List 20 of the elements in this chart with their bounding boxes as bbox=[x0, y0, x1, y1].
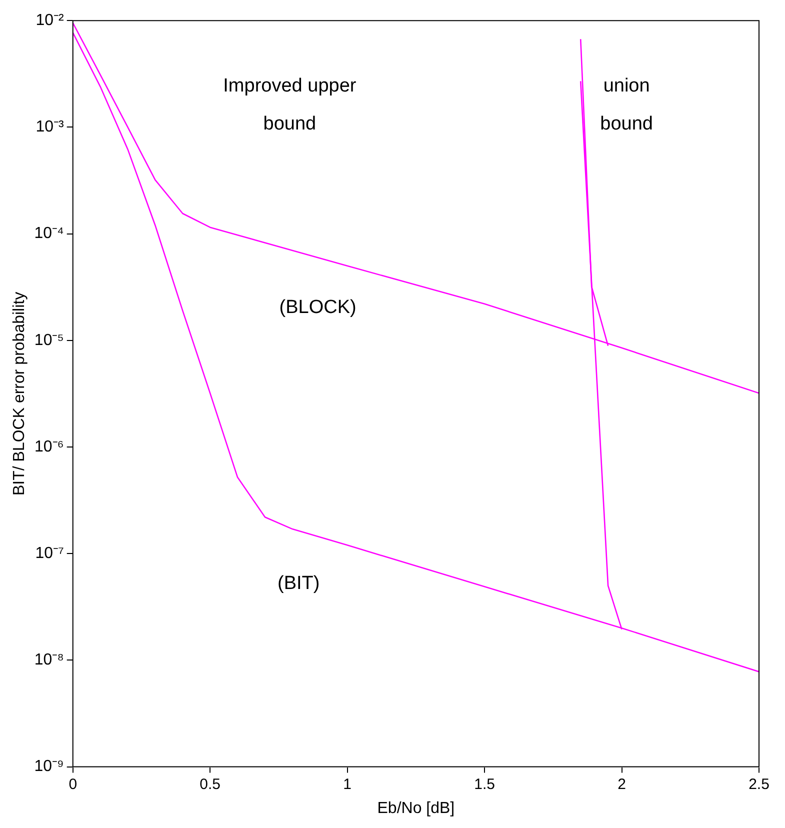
y-tick-label: 10⁻⁵ bbox=[34, 332, 64, 349]
annotation: (BLOCK) bbox=[279, 297, 356, 318]
y-tick-label: 10⁻⁷ bbox=[35, 545, 64, 562]
y-tick-label: 10⁻⁸ bbox=[34, 652, 64, 669]
y-tick-label: 10⁻² bbox=[36, 12, 65, 30]
y-tick-label: 10⁻³ bbox=[36, 118, 65, 136]
x-tick-label: 2.5 bbox=[748, 776, 770, 793]
y-tick-label: 10⁻⁹ bbox=[34, 758, 64, 776]
annotation: (BIT) bbox=[278, 573, 320, 594]
y-axis-title: BIT/ BLOCK error probability bbox=[11, 292, 28, 496]
x-tick-label: 1.5 bbox=[474, 776, 495, 793]
x-tick-label: 0 bbox=[68, 776, 78, 793]
x-tick-label: 2 bbox=[618, 776, 626, 793]
annotation: Improved upper bound bbox=[223, 76, 357, 134]
x-tick-label: 0.5 bbox=[200, 776, 221, 793]
x-axis-title: Eb/No [dB] bbox=[377, 800, 455, 817]
annotation: union bound bbox=[600, 76, 653, 134]
y-tick-label: 10⁻⁶ bbox=[34, 438, 64, 456]
y-tick-label: 10⁻⁴ bbox=[34, 225, 64, 242]
x-tick-label: 1 bbox=[343, 776, 352, 793]
